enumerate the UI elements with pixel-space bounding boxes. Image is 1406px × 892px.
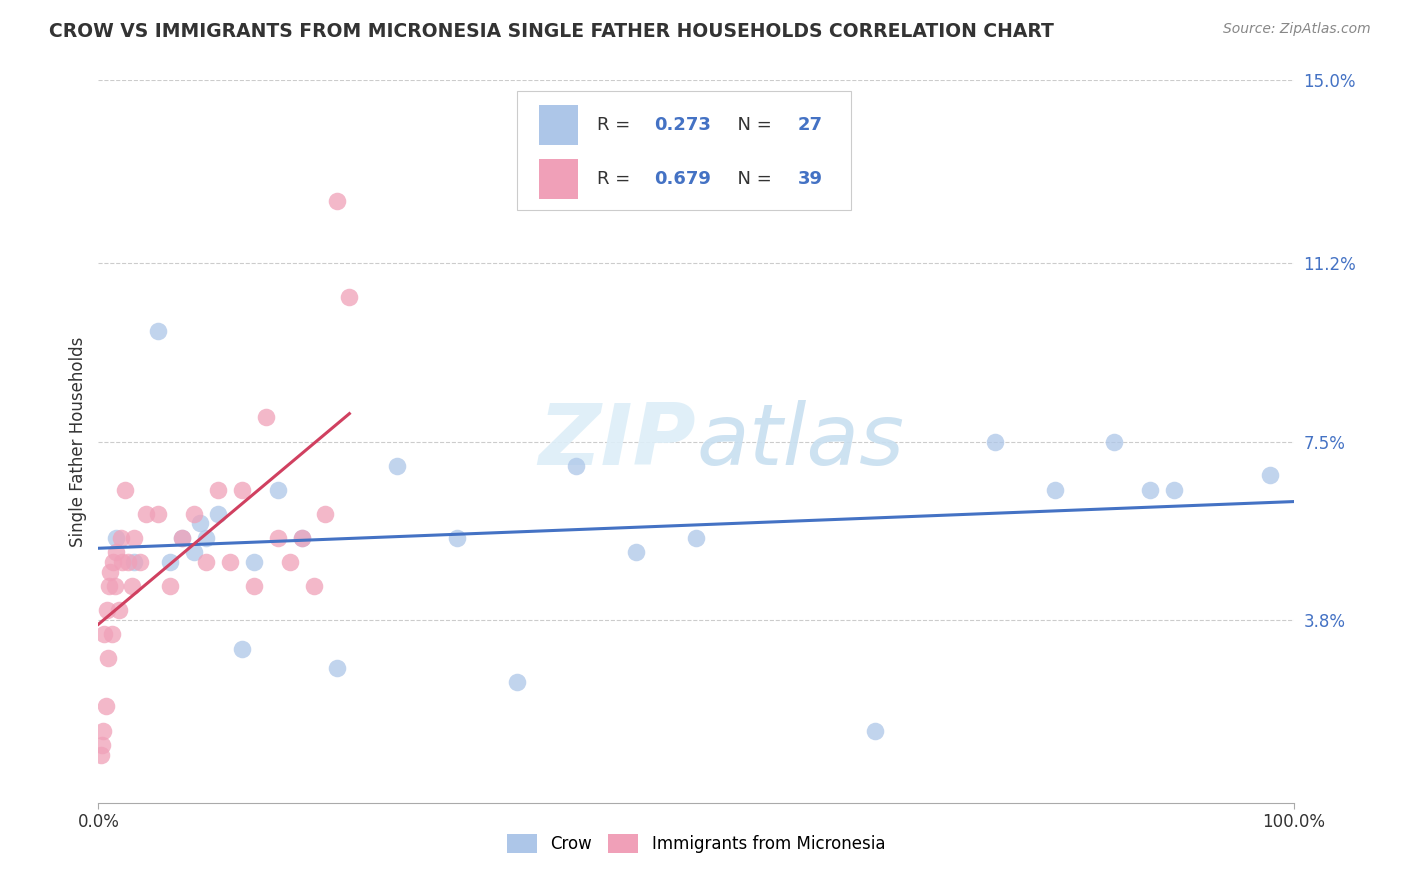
- Point: [339, 290, 361, 304]
- Point: [385, 458, 409, 473]
- Point: [291, 531, 314, 545]
- Point: [278, 555, 301, 569]
- Text: 0.679: 0.679: [654, 170, 711, 188]
- Point: [231, 483, 253, 497]
- Point: [135, 507, 157, 521]
- Point: [865, 723, 887, 738]
- Point: [183, 507, 205, 521]
- Text: 27: 27: [797, 116, 823, 134]
- Point: [98, 565, 122, 579]
- Point: [219, 555, 242, 569]
- FancyBboxPatch shape: [540, 160, 578, 199]
- Point: [315, 507, 337, 521]
- Text: N =: N =: [725, 170, 778, 188]
- Point: [302, 579, 325, 593]
- Point: [105, 545, 128, 559]
- Point: [207, 483, 229, 497]
- Point: [124, 555, 146, 569]
- Point: [90, 747, 112, 762]
- Point: [1258, 468, 1281, 483]
- Point: [188, 516, 211, 531]
- Point: [148, 507, 170, 521]
- Point: [446, 531, 468, 545]
- Point: [91, 738, 114, 752]
- Point: [114, 483, 136, 497]
- Legend: Crow, Immigrants from Micronesia: Crow, Immigrants from Micronesia: [501, 827, 891, 860]
- Point: [124, 531, 146, 545]
- Text: 39: 39: [797, 170, 823, 188]
- Point: [104, 579, 127, 593]
- Point: [267, 483, 290, 497]
- Point: [1043, 483, 1066, 497]
- Point: [183, 545, 205, 559]
- Point: [291, 531, 314, 545]
- Point: [506, 675, 529, 690]
- Text: N =: N =: [725, 116, 778, 134]
- FancyBboxPatch shape: [540, 105, 578, 145]
- Point: [91, 723, 114, 738]
- Point: [1104, 434, 1126, 449]
- Point: [105, 531, 128, 545]
- Point: [172, 531, 194, 545]
- Text: ZIP: ZIP: [538, 400, 696, 483]
- Point: [326, 661, 349, 675]
- Point: [93, 627, 115, 641]
- Point: [94, 699, 117, 714]
- Text: Source: ZipAtlas.com: Source: ZipAtlas.com: [1223, 22, 1371, 37]
- Text: atlas: atlas: [696, 400, 904, 483]
- Point: [111, 555, 134, 569]
- Point: [101, 555, 124, 569]
- Point: [121, 579, 143, 593]
- Y-axis label: Single Father Households: Single Father Households: [69, 336, 87, 547]
- Point: [159, 579, 181, 593]
- Text: CROW VS IMMIGRANTS FROM MICRONESIA SINGLE FATHER HOUSEHOLDS CORRELATION CHART: CROW VS IMMIGRANTS FROM MICRONESIA SINGL…: [49, 22, 1054, 41]
- Point: [129, 555, 152, 569]
- Point: [565, 458, 588, 473]
- Point: [195, 531, 218, 545]
- Point: [97, 651, 120, 665]
- Point: [685, 531, 707, 545]
- FancyBboxPatch shape: [517, 91, 852, 211]
- Point: [110, 531, 132, 545]
- Point: [231, 641, 253, 656]
- Point: [984, 434, 1007, 449]
- Point: [243, 579, 266, 593]
- Point: [267, 531, 290, 545]
- Point: [172, 531, 194, 545]
- Point: [159, 555, 181, 569]
- Text: R =: R =: [596, 116, 636, 134]
- Point: [207, 507, 229, 521]
- Point: [626, 545, 648, 559]
- Point: [100, 627, 122, 641]
- Point: [254, 410, 277, 425]
- Point: [148, 324, 170, 338]
- Point: [195, 555, 218, 569]
- Point: [243, 555, 266, 569]
- Point: [96, 603, 118, 617]
- Point: [117, 555, 139, 569]
- Point: [107, 603, 129, 617]
- Point: [98, 579, 121, 593]
- Point: [1163, 483, 1185, 497]
- Text: 0.273: 0.273: [654, 116, 711, 134]
- Text: R =: R =: [596, 170, 636, 188]
- Point: [1139, 483, 1161, 497]
- Point: [326, 194, 349, 208]
